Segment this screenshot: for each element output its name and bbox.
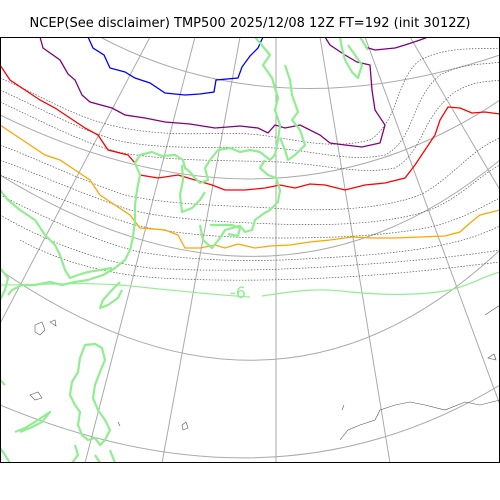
isotherm-red — [0, 64, 500, 191]
minor-isotherms — [0, 47, 500, 281]
meridian-lines — [0, 37, 500, 463]
isotherm-purple — [39, 37, 386, 148]
map-canvas: -6 — [0, 37, 500, 463]
isotherm-purple-top — [364, 37, 429, 51]
coastlines — [0, 37, 369, 463]
isotherm-blue — [87, 37, 264, 96]
islands — [29, 304, 500, 441]
map-frame: -6 — [0, 37, 500, 463]
map-title: NCEP(See disclaimer) TMP500 2025/12/08 1… — [29, 16, 471, 31]
parallel-lines — [0, 37, 500, 459]
contour-label-minus6: -6 — [230, 283, 246, 302]
map-border — [0, 37, 500, 463]
isotherm-orange — [0, 124, 500, 249]
